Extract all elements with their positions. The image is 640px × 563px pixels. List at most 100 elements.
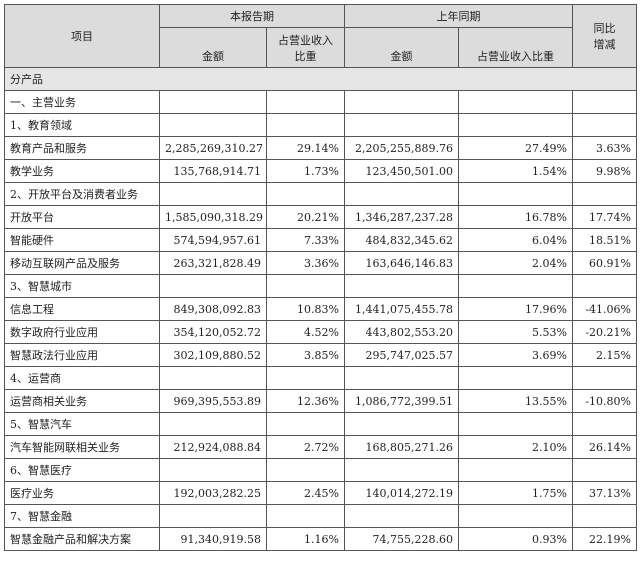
- prior-share-cell: [458, 366, 573, 390]
- prior-share-cell: 0.93%: [458, 527, 573, 551]
- yoy-cell: 37.13%: [572, 481, 637, 505]
- category-row: 4、运营商: [4, 366, 637, 390]
- current-amount-cell: 574,594,957.61: [159, 228, 267, 252]
- row-label: 一、主营业务: [4, 90, 160, 114]
- yoy-cell: [572, 90, 637, 114]
- yoy-header: 同比 增减: [572, 4, 637, 68]
- prior-share-cell: [458, 90, 573, 114]
- prior-amount-cell: 163,646,146.83: [344, 251, 459, 275]
- prior-share-cell: [458, 274, 573, 298]
- current-amount-cell: 91,340,919.58: [159, 527, 267, 551]
- prior-amount-cell: 140,014,272.19: [344, 481, 459, 505]
- table-body: 分产品 一、主营业务 1、教育领域 教育产品和服务 2,285,269,310.27 2…: [4, 67, 637, 551]
- prior-share-cell: 16.78%: [458, 205, 573, 229]
- current-amount-cell: [159, 90, 267, 114]
- prior-amount-cell: [344, 182, 459, 206]
- current-share-cell: 20.21%: [266, 205, 345, 229]
- prior-share-cell: [458, 182, 573, 206]
- current-amount-cell: [159, 274, 267, 298]
- current-share-cell: [266, 274, 345, 298]
- table-row: 智能硬件 574,594,957.61 7.33% 484,832,345.62 6.0…: [4, 228, 637, 252]
- table-row: 数字政府行业应用 354,120,052.72 4.52% 443,802,553.2…: [4, 320, 637, 344]
- row-label: 5、智慧汽车: [4, 412, 160, 436]
- row-label: 移动互联网产品及服务: [4, 251, 160, 275]
- current-share-header-line1: 占营业收入: [278, 33, 333, 47]
- row-label: 3、智慧城市: [4, 274, 160, 298]
- row-label: 智慧金融产品和解决方案: [4, 527, 160, 551]
- yoy-cell: 2.15%: [572, 343, 637, 367]
- yoy-cell: [572, 412, 637, 436]
- prior-amount-cell: [344, 504, 459, 528]
- category-row: 1、教育领域: [4, 113, 637, 137]
- prior-share-cell: 27.49%: [458, 136, 573, 160]
- prior-share-cell: 2.10%: [458, 435, 573, 459]
- prior-amount-cell: [344, 113, 459, 137]
- current-amount-cell: 1,585,090,318.29: [159, 205, 267, 229]
- yoy-header-line1: 同比: [593, 22, 616, 35]
- row-label: 1、教育领域: [4, 113, 160, 137]
- yoy-cell: 3.63%: [572, 136, 637, 160]
- yoy-cell: [572, 182, 637, 206]
- table-row: 信息工程 849,308,092.83 10.83% 1,441,075,455.78…: [4, 297, 637, 321]
- current-share-cell: 2.45%: [266, 481, 345, 505]
- yoy-cell: 22.19%: [572, 527, 637, 551]
- current-amount-cell: 354,120,052.72: [159, 320, 267, 344]
- prior-share-cell: [458, 412, 573, 436]
- current-share-cell: [266, 504, 345, 528]
- prior-share-cell: 1.54%: [458, 159, 573, 183]
- current-amount-cell: 192,003,282.25: [159, 481, 267, 505]
- prior-amount-header: 金额: [344, 27, 459, 68]
- current-amount-cell: 212,924,088.84: [159, 435, 267, 459]
- category-row: 5、智慧汽车: [4, 412, 637, 436]
- prior-share-cell: 6.04%: [458, 228, 573, 252]
- prior-share-cell: 2.04%: [458, 251, 573, 275]
- row-label: 教育产品和服务: [4, 136, 160, 160]
- current-share-cell: [266, 90, 345, 114]
- current-share-cell: [266, 458, 345, 482]
- table-row: 教育产品和服务 2,285,269,310.27 29.14% 2,205,255,8…: [4, 136, 637, 160]
- prior-share-header: 占营业收入比重: [458, 27, 573, 68]
- current-amount-cell: [159, 412, 267, 436]
- current-share-cell: 7.33%: [266, 228, 345, 252]
- prior-share-cell: 3.69%: [458, 343, 573, 367]
- current-share-cell: 2.72%: [266, 435, 345, 459]
- category-row: 一、主营业务: [4, 90, 637, 114]
- prior-amount-cell: 168,805,271.26: [344, 435, 459, 459]
- current-share-cell: 1.16%: [266, 527, 345, 551]
- current-period-header: 本报告期: [159, 4, 345, 28]
- yoy-cell: 60.91%: [572, 251, 637, 275]
- prior-share-cell: [458, 504, 573, 528]
- current-amount-cell: 135,768,914.71: [159, 159, 267, 183]
- current-share-cell: [266, 412, 345, 436]
- yoy-cell: 26.14%: [572, 435, 637, 459]
- prior-amount-cell: 1,441,075,455.78: [344, 297, 459, 321]
- table-row: 移动互联网产品及服务 263,321,828.49 3.36% 163,646,146…: [4, 251, 637, 275]
- row-label: 智慧政法行业应用: [4, 343, 160, 367]
- section-row: 分产品: [4, 67, 637, 91]
- category-row: 3、智慧城市: [4, 274, 637, 298]
- prior-period-header: 上年同期: [344, 4, 573, 28]
- row-label: 汽车智能网联相关业务: [4, 435, 160, 459]
- table-row: 医疗业务 192,003,282.25 2.45% 140,014,272.19 1.7…: [4, 481, 637, 505]
- row-label: 智能硬件: [4, 228, 160, 252]
- category-row: 6、智慧医疗: [4, 458, 637, 482]
- yoy-header-line2: 增减: [593, 38, 616, 51]
- prior-amount-cell: 2,205,255,889.76: [344, 136, 459, 160]
- current-share-cell: 3.36%: [266, 251, 345, 275]
- current-share-cell: 4.52%: [266, 320, 345, 344]
- yoy-cell: -41.06%: [572, 297, 637, 321]
- table-row: 教学业务 135,768,914.71 1.73% 123,450,501.00 1.5…: [4, 159, 637, 183]
- current-share-cell: [266, 366, 345, 390]
- current-amount-cell: 263,321,828.49: [159, 251, 267, 275]
- current-amount-cell: [159, 458, 267, 482]
- yoy-cell: [572, 458, 637, 482]
- prior-amount-cell: 74,755,228.60: [344, 527, 459, 551]
- table-row: 智慧政法行业应用 302,109,880.52 3.85% 295,747,025.5…: [4, 343, 637, 367]
- table-row: 运营商相关业务 969,395,553.89 12.36% 1,086,772,399…: [4, 389, 637, 413]
- current-share-cell: 12.36%: [266, 389, 345, 413]
- current-amount-cell: 2,285,269,310.27: [159, 136, 267, 160]
- category-row: 2、开放平台及消费者业务: [4, 182, 637, 206]
- section-title: 分产品: [4, 67, 637, 91]
- yoy-cell: -10.80%: [572, 389, 637, 413]
- row-label: 7、智慧金融: [4, 504, 160, 528]
